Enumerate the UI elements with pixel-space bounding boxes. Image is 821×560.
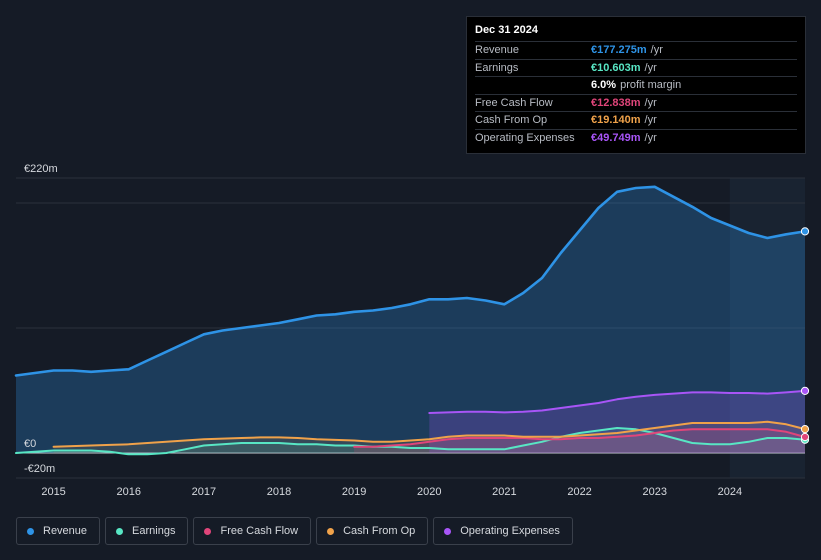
- x-tick-label: 2018: [267, 486, 291, 498]
- tooltip-row-cash-from-op: Cash From Op €19.140m /yr: [475, 111, 797, 129]
- series-lines: [14, 185, 807, 456]
- line-free-cash-flow: [353, 428, 806, 448]
- gridlines: [16, 177, 805, 479]
- tooltip-value: €19.140m: [591, 114, 641, 127]
- tooltip-label: Earnings: [475, 61, 519, 74]
- x-tick-label: 2019: [342, 486, 366, 498]
- legend: Revenue Earnings Free Cash Flow Cash Fro…: [16, 517, 573, 545]
- end-marker-operating-expenses: [800, 386, 810, 395]
- tooltip-label: Operating Expenses: [475, 131, 575, 144]
- tooltip-row-free-cash-flow: Free Cash Flow €12.838m /yr: [475, 93, 797, 112]
- legend-item-free-cash-flow[interactable]: Free Cash Flow: [193, 517, 312, 545]
- y-axis-labels: €220m €0 -€20m: [24, 163, 58, 475]
- legend-dot-icon: [116, 527, 124, 535]
- end-markers: [800, 227, 810, 444]
- tooltip-value: 6.0%: [591, 79, 617, 92]
- legend-item-revenue[interactable]: Revenue: [16, 517, 101, 545]
- x-tick-label: 2020: [417, 486, 441, 498]
- tooltip-value: €10.603m: [591, 61, 641, 74]
- x-tick-label: 2017: [192, 486, 216, 498]
- line-operating-expenses: [428, 389, 806, 414]
- tooltip-row-profit-margin: 6.0% profit margin: [475, 76, 797, 94]
- legend-dot-icon: [444, 527, 452, 535]
- legend-label: Earnings: [132, 525, 176, 537]
- line-cash-from-op: [52, 420, 806, 448]
- legend-label: Cash From Op: [343, 525, 416, 537]
- tooltip-label: Free Cash Flow: [475, 96, 553, 109]
- tooltip-unit: /yr: [650, 44, 663, 57]
- legend-label: Revenue: [43, 525, 88, 537]
- legend-item-operating-expenses[interactable]: Operating Expenses: [433, 517, 573, 545]
- tooltip-label: Cash From Op: [475, 114, 548, 127]
- tooltip-value: €12.838m: [591, 96, 641, 109]
- tooltip-row-operating-expenses: Operating Expenses €49.749m /yr: [475, 128, 797, 147]
- y-tick-label: €220m: [24, 163, 58, 175]
- tooltip: Dec 31 2024 Revenue €177.275m /yr Earnin…: [466, 16, 806, 154]
- x-tick-label: 2015: [41, 486, 65, 498]
- tooltip-label: Revenue: [475, 44, 520, 57]
- y-tick-label: €0: [24, 438, 36, 450]
- area-revenue: [16, 186, 805, 454]
- tooltip-unit: /yr: [644, 131, 657, 144]
- line-revenue: [14, 185, 807, 377]
- tooltip-date: Dec 31 2024: [475, 24, 538, 36]
- tooltip-unit: /yr: [644, 96, 657, 109]
- series-areas: [16, 186, 806, 455]
- line-earnings: [15, 427, 806, 456]
- tooltip-row-revenue: Revenue €177.275m /yr: [475, 41, 797, 59]
- area-free-cash-flow: [354, 429, 805, 453]
- legend-label: Free Cash Flow: [220, 525, 299, 537]
- end-marker-free-cash-flow: [800, 432, 810, 442]
- tooltip-row-earnings: Earnings €10.603m /yr: [475, 58, 797, 77]
- tooltip-unit: /yr: [644, 114, 657, 127]
- x-tick-label: 2021: [492, 486, 516, 498]
- x-axis-labels: 2015 2016 2017 2018 2019 2020 2021 2022 2023 2024: [41, 486, 742, 498]
- end-marker-revenue: [800, 227, 810, 236]
- area-cash-from-op: [53, 421, 806, 453]
- tooltip-value: €49.749m: [591, 131, 641, 144]
- legend-dot-icon: [27, 527, 34, 535]
- tooltip-value: €177.275m: [591, 44, 647, 57]
- tooltip-unit: /yr: [644, 61, 657, 74]
- x-tick-label: 2023: [642, 486, 666, 498]
- x-tick-label: 2022: [567, 486, 591, 498]
- x-tick-label: 2024: [718, 486, 742, 498]
- y-tick-label: -€20m: [24, 463, 55, 475]
- legend-item-earnings[interactable]: Earnings: [105, 517, 189, 545]
- legend-dot-icon: [327, 527, 335, 535]
- legend-item-cash-from-op[interactable]: Cash From Op: [316, 517, 429, 545]
- end-marker-cash-from-op: [800, 425, 810, 434]
- x-tick-label: 2016: [116, 486, 140, 498]
- tooltip-unit: profit margin: [620, 79, 682, 92]
- legend-label: Operating Expenses: [460, 525, 560, 537]
- legend-dot-icon: [204, 527, 212, 535]
